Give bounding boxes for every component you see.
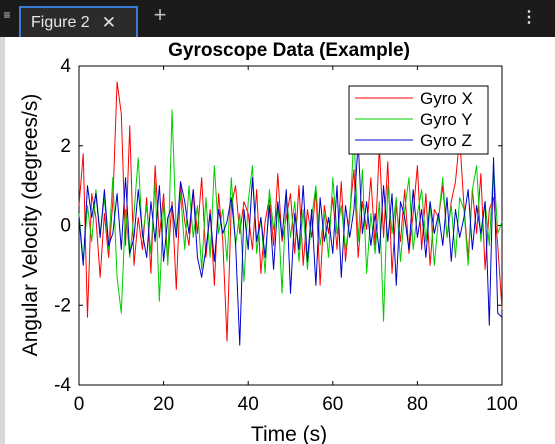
y-tick-label: 0 bbox=[60, 216, 71, 237]
y-tick-label: 2 bbox=[60, 136, 71, 157]
chart: Gyroscope Data (Example) 0 20 40 60 80 100-4-… bbox=[19, 40, 518, 444]
series-line-gyro-y bbox=[78, 109, 503, 322]
x-tick-label: 20 bbox=[153, 394, 174, 415]
series-line-gyro-x bbox=[78, 81, 503, 342]
y-tick-label: -2 bbox=[54, 295, 71, 316]
y-tick-label: -4 bbox=[54, 375, 71, 396]
x-tick-label: 80 bbox=[407, 394, 428, 415]
y-tick-label: 4 bbox=[60, 56, 71, 77]
y-axis-label: Angular Velocity (degrees/s) bbox=[19, 94, 42, 357]
legend-label-gyro-y: Gyro Y bbox=[420, 110, 473, 129]
x-tick-label: 40 bbox=[238, 394, 259, 415]
series-line-gyro-z bbox=[78, 141, 503, 346]
legend: Gyro X Gyro Y Gyro Z bbox=[348, 85, 489, 155]
tab-bar: ≡ Figure 2 ✕ + ⋮ bbox=[0, 0, 555, 37]
tab-label: Figure 2 bbox=[31, 13, 90, 31]
menu-icon[interactable]: ≡ bbox=[3, 8, 11, 22]
legend-label-gyro-x: Gyro X bbox=[420, 89, 473, 108]
x-tick-label: 60 bbox=[322, 394, 343, 415]
x-axis-label: Time (s) bbox=[251, 423, 327, 444]
series-lines bbox=[78, 81, 503, 346]
axis-ticks: 0 20 40 60 80 100 -4 -2 0 2 4 bbox=[54, 56, 518, 415]
more-options-icon[interactable]: ⋮ bbox=[521, 9, 537, 26]
legend-box bbox=[348, 85, 489, 155]
add-tab-icon[interactable]: + bbox=[153, 2, 167, 27]
close-icon[interactable]: ✕ bbox=[101, 13, 116, 32]
x-tick-label: 0 bbox=[74, 394, 85, 415]
legend-label-gyro-z: Gyro Z bbox=[420, 131, 472, 150]
chart-title: Gyroscope Data (Example) bbox=[168, 40, 410, 61]
left-edge-strip bbox=[0, 37, 5, 444]
x-tick-label: 100 bbox=[486, 394, 518, 415]
tab-figure-2[interactable]: Figure 2 ✕ bbox=[19, 6, 138, 37]
